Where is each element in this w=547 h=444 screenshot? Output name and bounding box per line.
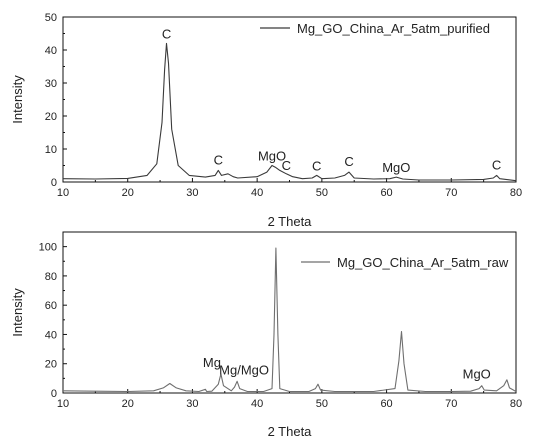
- x-tick-label: 10: [57, 187, 69, 199]
- y-tick-label: 50: [45, 12, 57, 24]
- series-line-0: [62, 247, 517, 393]
- legend-label: Mg_GO_China_Ar_5atm_raw: [337, 255, 509, 270]
- y-tick-label: 40: [45, 45, 57, 57]
- x-tick-label: 80: [510, 398, 522, 410]
- legend-label: Mg_GO_China_Ar_5atm_purified: [297, 21, 490, 36]
- x-tick-label: 80: [510, 187, 522, 199]
- x-tick-label: 10: [57, 398, 69, 410]
- peak-annotation: MgO: [258, 149, 286, 164]
- y-tick-label: 30: [45, 78, 57, 90]
- series-line-0: [62, 42, 517, 182]
- y-tick-label: 20: [45, 111, 57, 123]
- y-tick-label: 20: [45, 359, 57, 371]
- x-tick-label: 70: [445, 398, 457, 410]
- y-tick-label: 100: [39, 242, 57, 254]
- peak-annotation: C: [282, 158, 291, 173]
- peak-annotation: MgO: [463, 367, 491, 382]
- x-tick-label: 20: [122, 398, 134, 410]
- y-tick-label: 40: [45, 329, 57, 341]
- x-tick-label: 50: [316, 187, 328, 199]
- x-tick-label: 40: [251, 187, 263, 199]
- x-tick-label: 60: [380, 187, 392, 199]
- y-tick-label: 0: [51, 388, 57, 400]
- peak-annotation: C: [492, 157, 501, 172]
- x-tick-label: 50: [316, 398, 328, 410]
- peak-annotation: MgO: [382, 160, 410, 175]
- x-axis-label: 2 Theta: [268, 214, 313, 229]
- x-tick-label: 70: [445, 187, 457, 199]
- peak-annotation: C: [162, 26, 171, 41]
- x-tick-label: 40: [251, 398, 263, 410]
- x-tick-label: 60: [380, 398, 392, 410]
- x-axis-label: 2 Theta: [268, 424, 313, 439]
- peak-annotation: C: [312, 158, 321, 173]
- x-tick-label: 30: [186, 187, 198, 199]
- peak-annotation: C: [344, 154, 353, 169]
- x-tick-label: 20: [122, 187, 134, 199]
- y-axis-label: Intensity: [10, 288, 25, 337]
- y-tick-label: 60: [45, 300, 57, 312]
- peak-annotation: Mg: [203, 355, 221, 370]
- y-axis-label: Intensity: [10, 75, 25, 124]
- y-tick-label: 0: [51, 177, 57, 189]
- x-tick-label: 30: [186, 398, 198, 410]
- y-tick-label: 10: [45, 144, 57, 156]
- peak-annotation: Mg/MgO: [219, 362, 269, 377]
- peak-annotation: C: [214, 152, 223, 167]
- y-tick-label: 80: [45, 271, 57, 283]
